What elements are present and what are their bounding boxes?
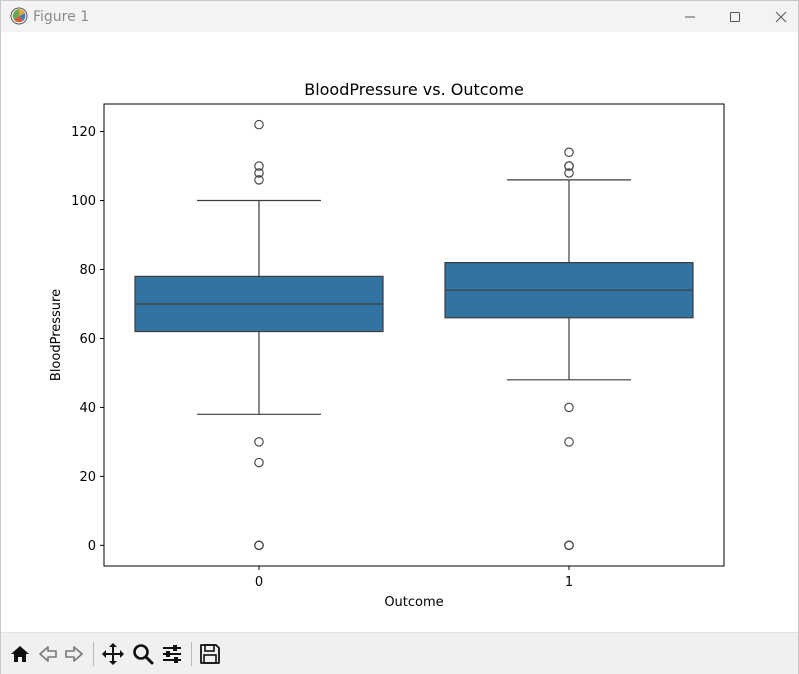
zoom-icon <box>133 644 154 665</box>
home-button[interactable] <box>7 641 33 667</box>
home-icon <box>11 646 29 662</box>
configure-subplots-button[interactable] <box>159 641 185 667</box>
figure-canvas[interactable]: BloodPressure vs. Outcome 0 20 40 60 80 100 12… <box>1 32 798 632</box>
y-axis-label: BloodPressure <box>49 289 64 381</box>
close-button[interactable] <box>758 1 799 32</box>
y-tick-label: 100 <box>71 194 96 209</box>
outlier-point <box>254 119 264 130</box>
y-tick-label: 40 <box>79 401 96 416</box>
forward-button[interactable] <box>61 641 87 667</box>
y-tick-label: 120 <box>71 125 96 140</box>
outlier-point <box>564 540 574 551</box>
maximize-button[interactable] <box>712 1 758 32</box>
outlier-point <box>564 437 574 447</box>
toolbar-separator <box>191 642 192 666</box>
box-group-0 <box>134 119 384 551</box>
outlier-point <box>564 168 574 178</box>
outlier-point <box>254 540 264 551</box>
outlier-point <box>254 175 264 185</box>
toolbar-separator <box>93 642 94 666</box>
y-tick-label: 80 <box>79 263 96 278</box>
y-axis: 0 20 40 60 80 100 120 <box>71 125 104 554</box>
matplotlib-app-icon <box>10 7 28 25</box>
pan-icon <box>102 643 124 665</box>
outlier-point <box>564 161 574 171</box>
x-tick-label: 1 <box>565 575 573 590</box>
save-button[interactable] <box>197 641 223 667</box>
navigation-toolbar <box>1 632 798 674</box>
zoom-button[interactable] <box>130 641 156 667</box>
outlier-point <box>254 437 264 447</box>
box-group-1 <box>444 147 694 551</box>
forward-icon <box>65 646 83 662</box>
box-series <box>134 119 694 551</box>
save-icon <box>200 644 220 664</box>
outlier-point <box>254 457 264 468</box>
box-plot-chart: BloodPressure vs. Outcome 0 20 40 60 80 100 12… <box>49 80 725 610</box>
y-tick-label: 60 <box>79 332 96 347</box>
pan-button[interactable] <box>100 641 126 667</box>
minimize-button[interactable] <box>667 1 713 32</box>
chart-title: BloodPressure vs. Outcome <box>304 80 524 99</box>
maximize-icon <box>730 11 740 22</box>
title-bar[interactable]: Figure 1 <box>1 1 798 32</box>
configure-subplots-icon <box>163 645 181 663</box>
x-axis-label: Outcome <box>384 595 443 610</box>
back-button[interactable] <box>35 641 61 667</box>
close-icon <box>775 11 787 22</box>
outlier-point <box>254 161 264 171</box>
y-tick-label: 0 <box>88 539 96 554</box>
outlier-point <box>564 147 574 158</box>
minimize-icon <box>685 16 695 17</box>
y-tick-label: 20 <box>79 470 96 485</box>
outlier-point <box>564 402 574 413</box>
back-icon <box>39 646 57 662</box>
x-tick-label: 0 <box>255 575 263 590</box>
window-title: Figure 1 <box>33 9 90 25</box>
outlier-point <box>254 168 264 178</box>
axes-frame <box>103 103 725 567</box>
